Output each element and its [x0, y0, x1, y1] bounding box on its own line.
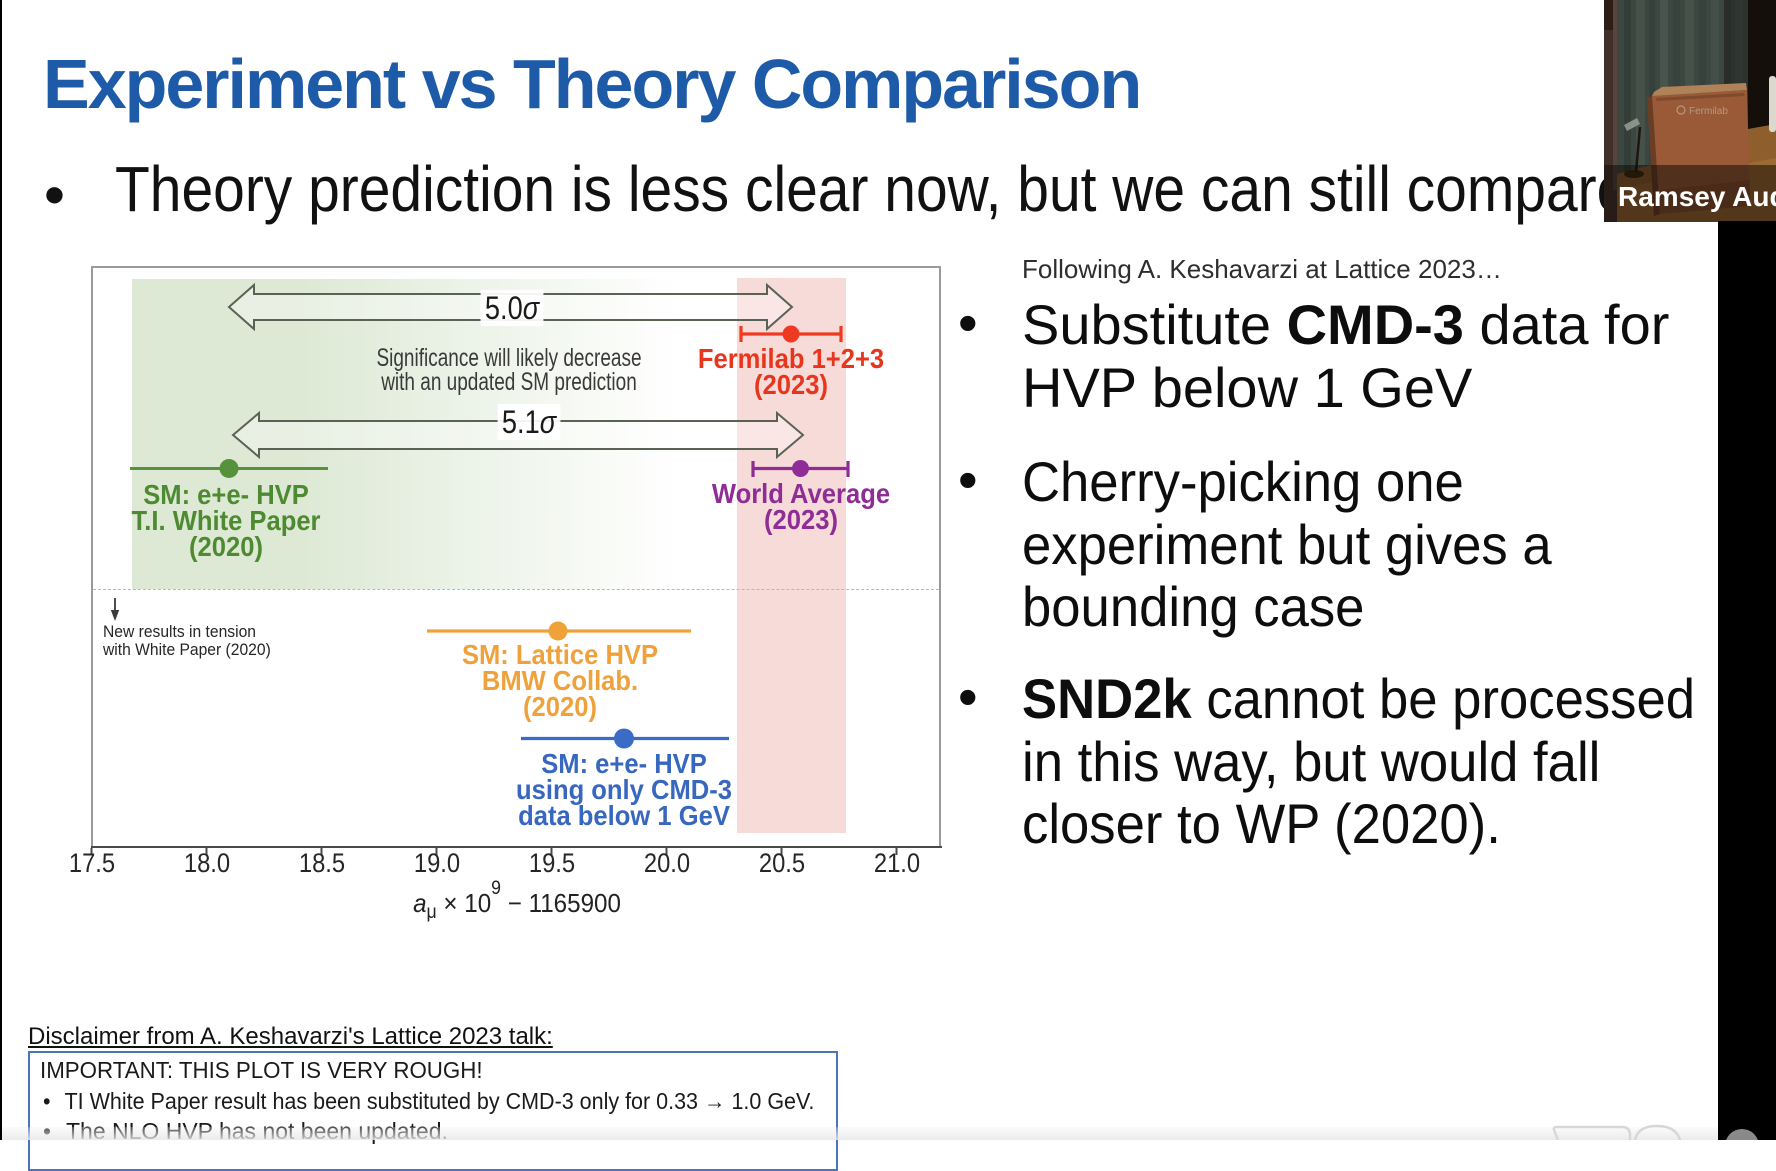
svg-text:Fermilab: Fermilab	[1689, 106, 1728, 117]
svg-text:Ramsey Aud: Ramsey Aud	[1618, 181, 1776, 212]
